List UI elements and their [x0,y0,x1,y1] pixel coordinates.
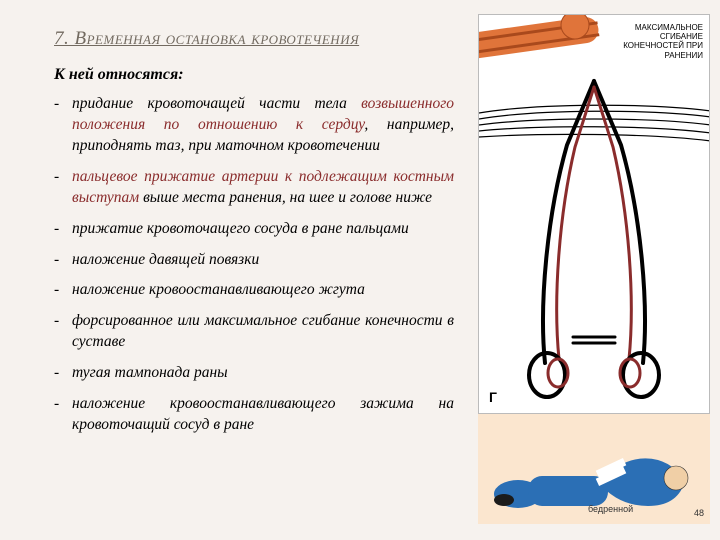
list-item: наложение кровоостанавливающего зажима н… [54,394,454,436]
lying-figure-illustration: бедренной 48 [478,424,710,524]
list-item: тугая тампонада раны [54,363,454,384]
page-number: 48 [694,508,704,518]
list-item: придание кровоточащей части тела возвыше… [54,94,454,157]
illustration-column: МАКСИМАЛЬНОЕ СГИБАНИЕ КОНЕЧНОСТЕЙ ПРИ РА… [478,14,710,524]
list-item: наложение кровоостанавливающего жгута [54,280,454,301]
forceps-illustration: МАКСИМАЛЬНОЕ СГИБАНИЕ КОНЕЧНОСТЕЙ ПРИ РА… [478,14,710,414]
list-item: наложение давящей повязки [54,250,454,271]
forceps-icon [509,75,679,405]
list-item: прижатие кровоточащего сосуда в ране пал… [54,219,454,240]
bottom-caption: бедренной [588,504,633,514]
illustration-caption: МАКСИМАЛЬНОЕ СГИБАНИЕ КОНЕЧНОСТЕЙ ПРИ РА… [613,23,703,60]
panel-letter: Г [489,389,497,405]
list-item: форсированное или максимальное сгибание … [54,311,454,353]
method-list: придание кровоточащей части тела возвыше… [54,94,454,436]
list-item: пальцевое прижатие артерии к подлежащим … [54,167,454,209]
